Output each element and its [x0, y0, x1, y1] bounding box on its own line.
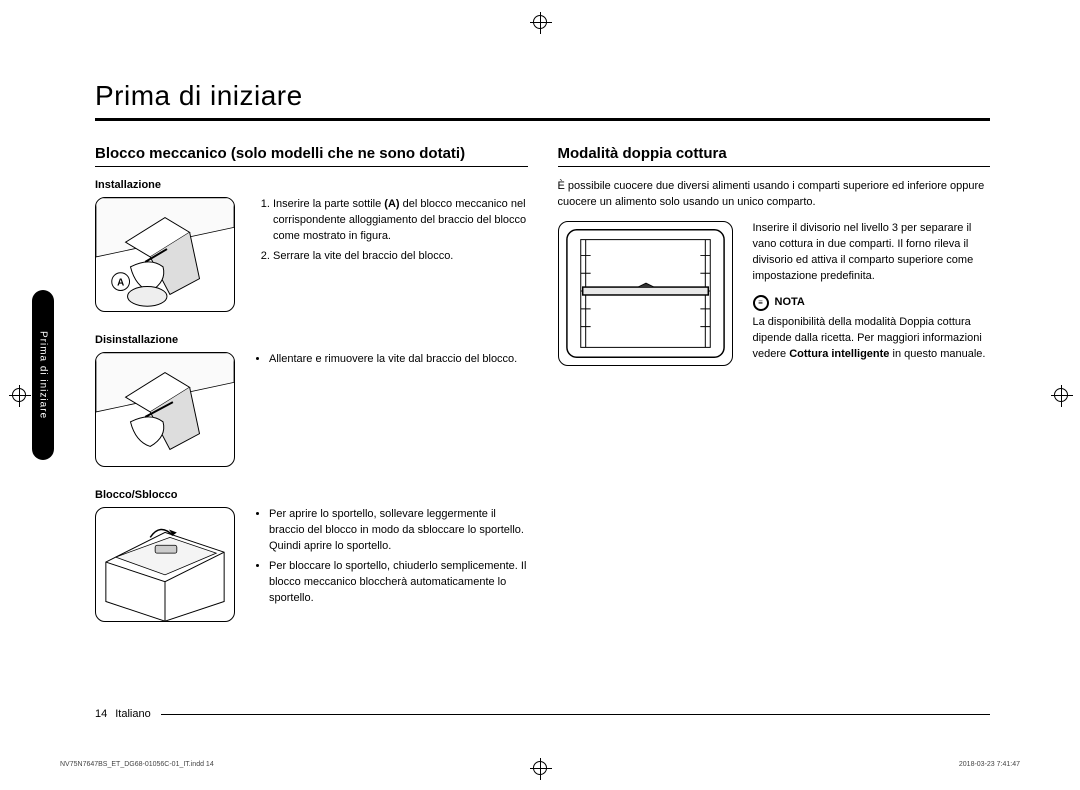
- lock-bullet2: Per bloccare lo sportello, chiuderlo sem…: [269, 559, 528, 607]
- registration-mark: [533, 15, 547, 29]
- lock-row: Per aprire lo sportello, sollevare legge…: [95, 507, 528, 622]
- lock-text: Per aprire lo sportello, sollevare legge…: [255, 507, 528, 622]
- lock-title: Blocco/Sblocco: [95, 489, 528, 501]
- left-heading: Blocco meccanico (solo modelli che ne so…: [95, 145, 528, 167]
- left-column: Blocco meccanico (solo modelli che ne so…: [95, 145, 528, 644]
- page-footer: 14 Italiano: [95, 708, 990, 720]
- registration-mark: [1054, 388, 1068, 402]
- install-step1: Inserire la parte sottile (A) del blocco…: [273, 197, 528, 245]
- install-step2: Serrare la vite del braccio del blocco.: [273, 249, 528, 265]
- note-icon: ≡: [753, 295, 769, 311]
- note-row: ≡ NOTA: [753, 295, 991, 311]
- footer-rule: [161, 714, 990, 715]
- note-text: La disponibilità della modalità Doppia c…: [753, 315, 991, 363]
- page-title: Prima di iniziare: [95, 80, 990, 121]
- oven-figure: [558, 221, 733, 366]
- note-label: NOTA: [775, 295, 805, 311]
- install-text: Inserire la parte sottile (A) del blocco…: [255, 197, 528, 312]
- side-tab-label: Prima di iniziare: [38, 331, 49, 419]
- oven-text: Inserire il divisorio nel livello 3 per …: [753, 221, 991, 366]
- print-date: 2018-03-23 7:41:47: [959, 761, 1020, 768]
- uninstall-bullet: Allentare e rimuovere la vite dal bracci…: [269, 352, 528, 368]
- install-figure: A: [95, 197, 235, 312]
- print-footer: NV75N7647BS_ET_DG68-01056C-01_IT.indd 14…: [60, 761, 1020, 768]
- right-intro: È possibile cuocere due diversi alimenti…: [558, 179, 991, 211]
- lock-figure: [95, 507, 235, 622]
- uninstall-text: Allentare e rimuovere la vite dal bracci…: [255, 352, 528, 467]
- side-tab: Prima di iniziare: [32, 290, 54, 460]
- install-row: A Inserire la parte sottile (A) del bloc…: [95, 197, 528, 312]
- oven-body: Inserire il divisorio nel livello 3 per …: [753, 221, 991, 285]
- two-columns: Blocco meccanico (solo modelli che ne so…: [95, 145, 990, 644]
- page-language: Italiano: [115, 708, 150, 720]
- oven-row: Inserire il divisorio nel livello 3 per …: [558, 221, 991, 366]
- page-number: 14: [95, 708, 107, 720]
- uninstall-figure: [95, 352, 235, 467]
- registration-mark: [12, 388, 26, 402]
- uninstall-title: Disinstallazione: [95, 334, 528, 346]
- label-a: A: [117, 278, 124, 289]
- lock-bullet1: Per aprire lo sportello, sollevare legge…: [269, 507, 528, 555]
- right-heading: Modalità doppia cottura: [558, 145, 991, 167]
- install-title: Installazione: [95, 179, 528, 191]
- right-column: Modalità doppia cottura È possibile cuoc…: [558, 145, 991, 644]
- print-file: NV75N7647BS_ET_DG68-01056C-01_IT.indd 14: [60, 761, 214, 768]
- page-content: Prima di iniziare Blocco meccanico (solo…: [95, 80, 990, 644]
- uninstall-row: Allentare e rimuovere la vite dal bracci…: [95, 352, 528, 467]
